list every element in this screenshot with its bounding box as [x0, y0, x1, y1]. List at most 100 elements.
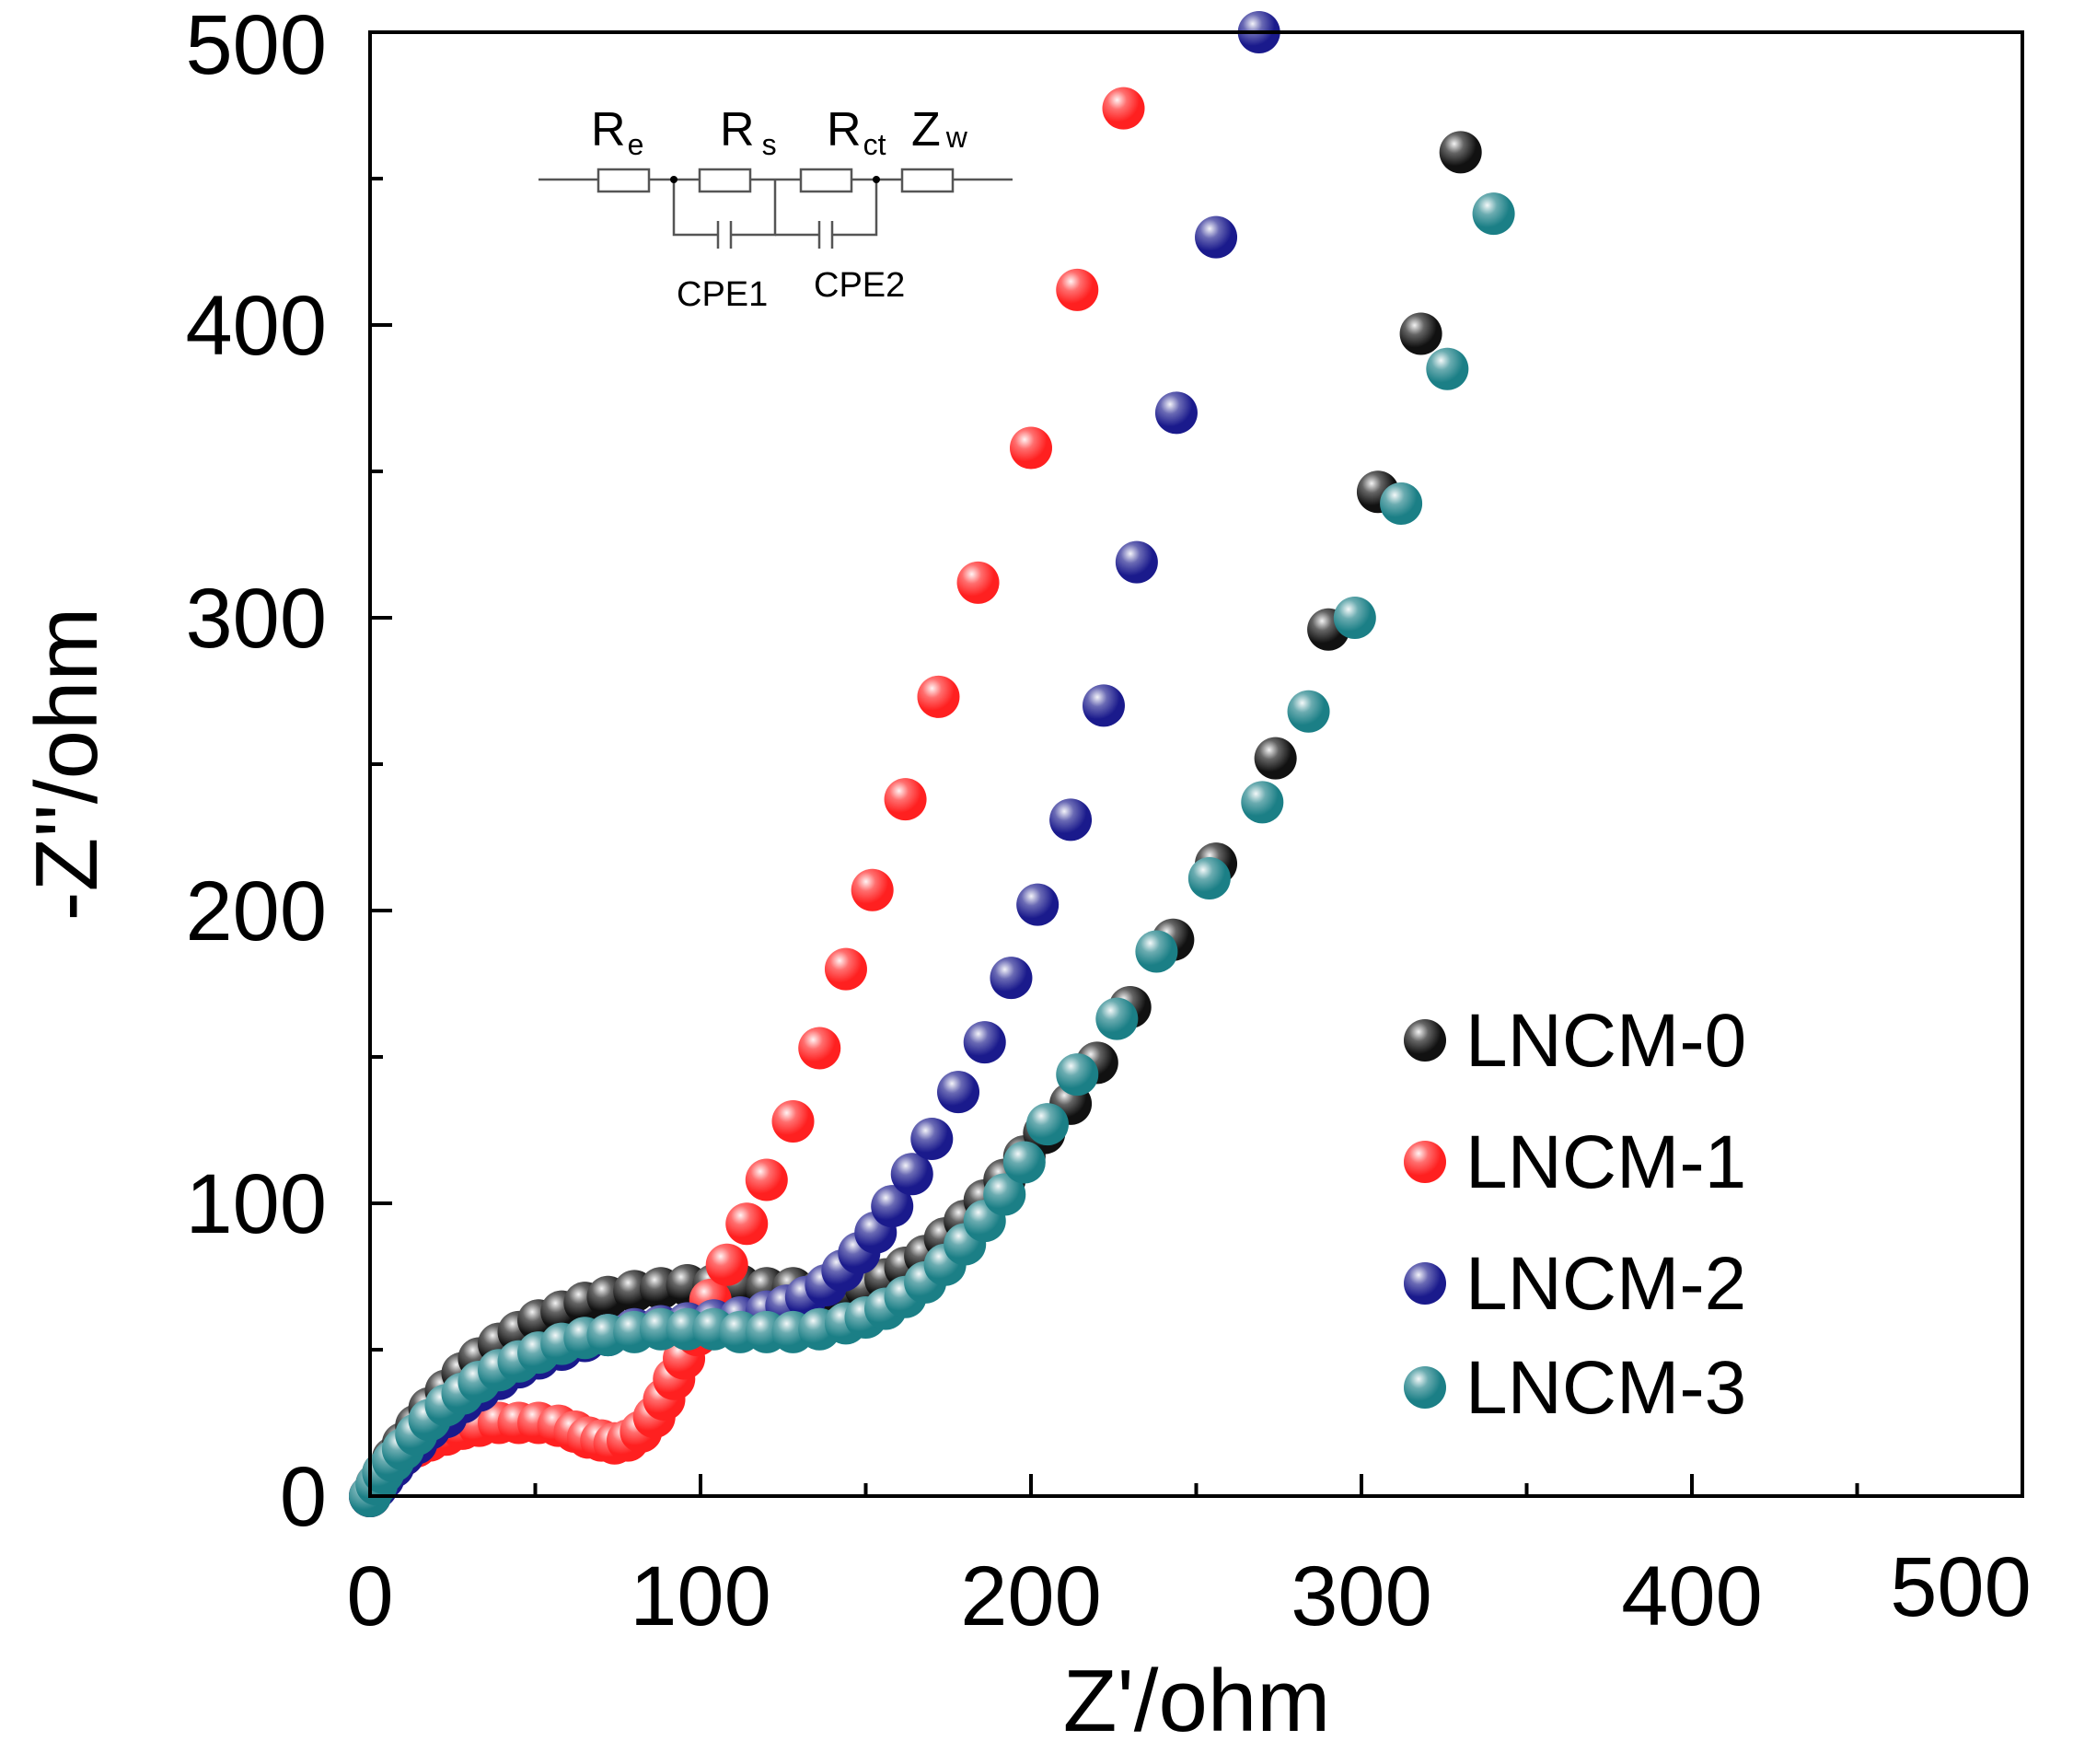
data-point	[884, 778, 927, 821]
warburg-element	[900, 168, 955, 193]
series-LNCM-2	[349, 11, 1280, 1517]
cpe1-branch	[672, 180, 718, 237]
data-point-highlight	[1399, 312, 1442, 355]
y-tick-label: 300	[186, 572, 328, 666]
data-point-highlight	[851, 868, 894, 911]
data-point	[1241, 781, 1284, 824]
data-point-highlight	[1380, 482, 1423, 525]
data-point	[910, 1118, 954, 1161]
data-point-highlight	[871, 1185, 914, 1228]
data-point	[917, 675, 960, 718]
legend-marker-highlight	[1404, 1262, 1446, 1305]
data-point-highlight	[1472, 192, 1515, 236]
data-point-highlight	[963, 1021, 1006, 1064]
circuit-label-rct: Rct	[827, 103, 886, 161]
circuit-label-re: Re	[591, 103, 643, 161]
data-point-highlight	[705, 1243, 748, 1286]
data-point	[1002, 1141, 1046, 1184]
resistor-rct	[799, 168, 853, 193]
data-point	[871, 1185, 914, 1228]
data-point-highlight	[990, 957, 1033, 1000]
data-point-highlight	[1095, 997, 1139, 1040]
x-tick-label: 500	[1890, 1540, 2032, 1634]
data-point	[1254, 737, 1297, 780]
legend-marker	[1404, 1262, 1446, 1305]
x-tick-label: 200	[960, 1549, 1102, 1643]
data-point	[1287, 690, 1330, 733]
data-point	[1056, 1053, 1099, 1097]
data-point-highlight	[983, 1173, 1026, 1216]
data-point-highlight	[1049, 798, 1093, 841]
data-point-highlight	[1287, 690, 1330, 733]
data-point	[963, 1021, 1006, 1064]
x-tick-label: 300	[1291, 1549, 1432, 1643]
data-point-highlight	[917, 675, 960, 718]
data-point	[1135, 930, 1178, 973]
data-point	[990, 957, 1033, 1000]
legend-label: LNCM-3	[1465, 1346, 1746, 1430]
data-point	[1102, 87, 1145, 130]
data-point-highlight	[1010, 426, 1052, 470]
circuit-node	[873, 176, 880, 183]
data-point	[1154, 391, 1198, 435]
data-point-highlight	[824, 947, 867, 991]
data-point	[1472, 192, 1515, 236]
data-point	[1439, 131, 1482, 174]
legend-marker-highlight	[1404, 1366, 1446, 1409]
legend-marker	[1404, 1366, 1446, 1409]
data-point	[1025, 1103, 1069, 1146]
circuit-label-main: Z	[911, 103, 941, 157]
legend-marker-highlight	[1404, 1141, 1446, 1183]
data-point-highlight	[745, 1158, 788, 1201]
data-point	[725, 1202, 769, 1246]
data-point-highlight	[1154, 391, 1198, 435]
data-point-highlight	[1056, 1053, 1099, 1097]
x-tick-labels: 0 100 200 300 400 500	[346, 1540, 2031, 1643]
data-point-highlight	[1115, 540, 1158, 584]
data-point-highlight	[1016, 883, 1060, 926]
data-point-highlight	[956, 561, 1000, 604]
data-point	[1195, 215, 1238, 259]
legend-marker	[1404, 1019, 1446, 1062]
circuit-label-sub: ct	[863, 128, 886, 161]
data-point-highlight	[1426, 347, 1469, 390]
data-point	[937, 1071, 980, 1114]
equivalent-circuit	[539, 168, 1013, 249]
data-point	[745, 1158, 788, 1201]
y-axis-title: -Z''/ohm	[17, 608, 116, 922]
cpe2-branch	[832, 180, 878, 237]
data-point-highlight	[937, 1071, 980, 1114]
data-point	[824, 947, 867, 991]
data-point-highlight	[1056, 268, 1099, 311]
data-point	[1016, 883, 1060, 926]
y-tick-label: 500	[186, 0, 328, 92]
data-point-highlight	[884, 778, 927, 821]
data-point-highlight	[1195, 215, 1238, 259]
data-point-highlight	[1002, 1141, 1046, 1184]
data-point	[1399, 312, 1442, 355]
circuit-label-main: R	[827, 103, 862, 157]
legend-marker	[1404, 1141, 1446, 1183]
plot-frame	[368, 30, 2024, 1498]
legend-marker-highlight	[1404, 1019, 1446, 1062]
data-point-highlight	[725, 1202, 769, 1246]
circuit-label-main: R	[720, 103, 755, 157]
resistor-re	[596, 168, 651, 193]
data-point	[798, 1027, 841, 1070]
data-point-highlight	[798, 1027, 841, 1070]
circuit-label-cpe1: CPE1	[677, 275, 768, 314]
data-point	[771, 1099, 815, 1143]
data-point	[1056, 268, 1099, 311]
cpe1-branch	[731, 180, 777, 237]
legend-label: LNCM-1	[1465, 1120, 1746, 1204]
x-tick-label: 0	[346, 1549, 393, 1643]
y-tick-label: 400	[186, 279, 328, 373]
circuit-label-sub: e	[628, 128, 644, 161]
data-point	[1049, 798, 1093, 841]
y-tick-labels: 0 100 200 300 400 500	[186, 0, 328, 1544]
data-point-highlight	[1082, 684, 1125, 727]
data-point	[1115, 540, 1158, 584]
y-tick-label: 100	[186, 1157, 328, 1251]
